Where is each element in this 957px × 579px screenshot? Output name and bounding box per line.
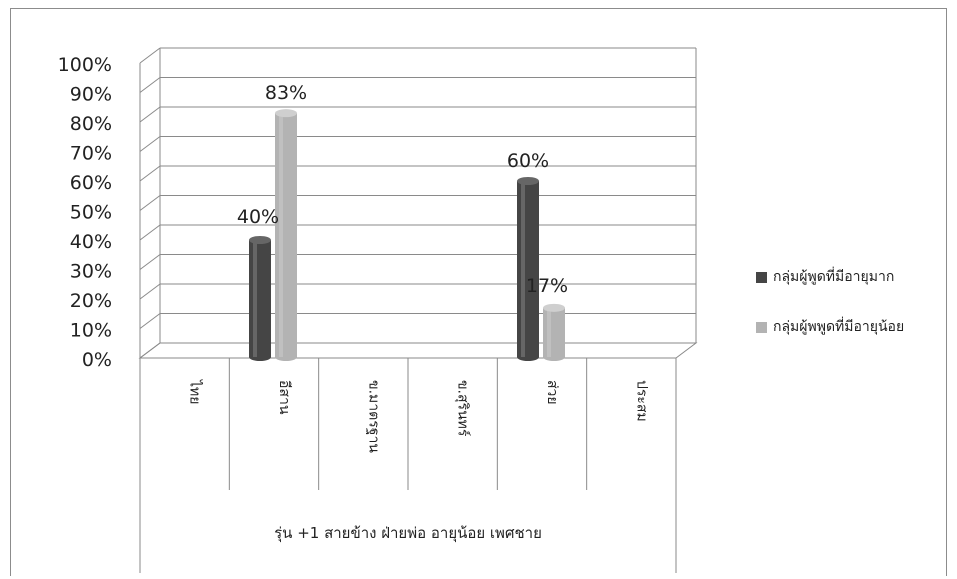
data-label: 40% <box>237 206 279 228</box>
y-tick-label: 80% <box>70 113 112 135</box>
bar-body <box>249 240 271 361</box>
bar-highlight <box>279 113 283 358</box>
bar-top <box>543 303 565 312</box>
legend-item-older: กลุ่มผู้พูดที่มีอายุมาก <box>756 266 894 288</box>
x-tick-label: ข.สุรินทร์ <box>455 380 472 437</box>
gridline-side <box>139 165 161 182</box>
legend-label-older: กลุ่มผู้พูดที่มีอายุมาก <box>773 269 895 285</box>
gridline-side <box>139 77 161 93</box>
bar-highlight <box>547 307 551 357</box>
bar-top <box>275 109 297 118</box>
bar-body <box>543 307 565 361</box>
x-tick-label: ไทย <box>187 379 204 404</box>
bar-highlight <box>253 240 257 357</box>
bar <box>249 236 271 361</box>
gridline-side <box>139 313 161 329</box>
gridline-side <box>139 224 161 241</box>
bar <box>543 303 565 361</box>
y-tick-label: 20% <box>70 290 112 312</box>
chart-frame <box>10 8 947 576</box>
bar-highlight <box>521 181 525 357</box>
gridline-side <box>139 254 161 270</box>
bar <box>275 109 297 362</box>
bar-top <box>517 177 539 185</box>
x-tick-label: ส่วย <box>544 380 560 405</box>
data-label: 60% <box>507 150 549 172</box>
x-tick-label: ประสม <box>633 380 649 422</box>
bar-body <box>517 181 539 361</box>
x-tick-label: ข.มาตรฐาน <box>365 380 381 453</box>
y-tick-label: 90% <box>70 84 112 106</box>
gridline-side <box>139 47 161 64</box>
gridline-side <box>139 283 161 300</box>
y-tick-label: 70% <box>70 143 112 165</box>
data-label: 17% <box>526 275 568 297</box>
gridline-side <box>139 136 161 152</box>
legend-swatch-older <box>756 271 767 283</box>
bar <box>517 177 539 361</box>
y-tick-label: 100% <box>58 54 112 76</box>
y-tick-label: 10% <box>70 320 112 342</box>
chart-floor <box>138 342 698 359</box>
y-tick-label: 0% <box>82 349 112 371</box>
legend-swatch-younger <box>756 321 767 333</box>
legend-item-younger: กลุ่มผู้พพูดที่มีอายุน้อย <box>756 316 904 338</box>
bar-top <box>249 236 271 244</box>
y-tick-label: 50% <box>70 202 112 224</box>
y-tick-label: 60% <box>70 172 112 194</box>
data-label: 83% <box>265 82 307 104</box>
x-group-label: รุ่น +1 สายข้าง ฝ่ายพ่อ อายุน้อย เพศชาย <box>274 524 542 543</box>
y-tick-label: 30% <box>70 261 112 283</box>
gridline-side <box>139 106 161 123</box>
x-tick-label: อีสาน <box>276 380 292 415</box>
y-tick-label: 40% <box>70 231 112 253</box>
bar-body <box>275 113 297 362</box>
legend-label-younger: กลุ่มผู้พพูดที่มีอายุน้อย <box>773 319 905 335</box>
gridline-side <box>139 195 161 211</box>
